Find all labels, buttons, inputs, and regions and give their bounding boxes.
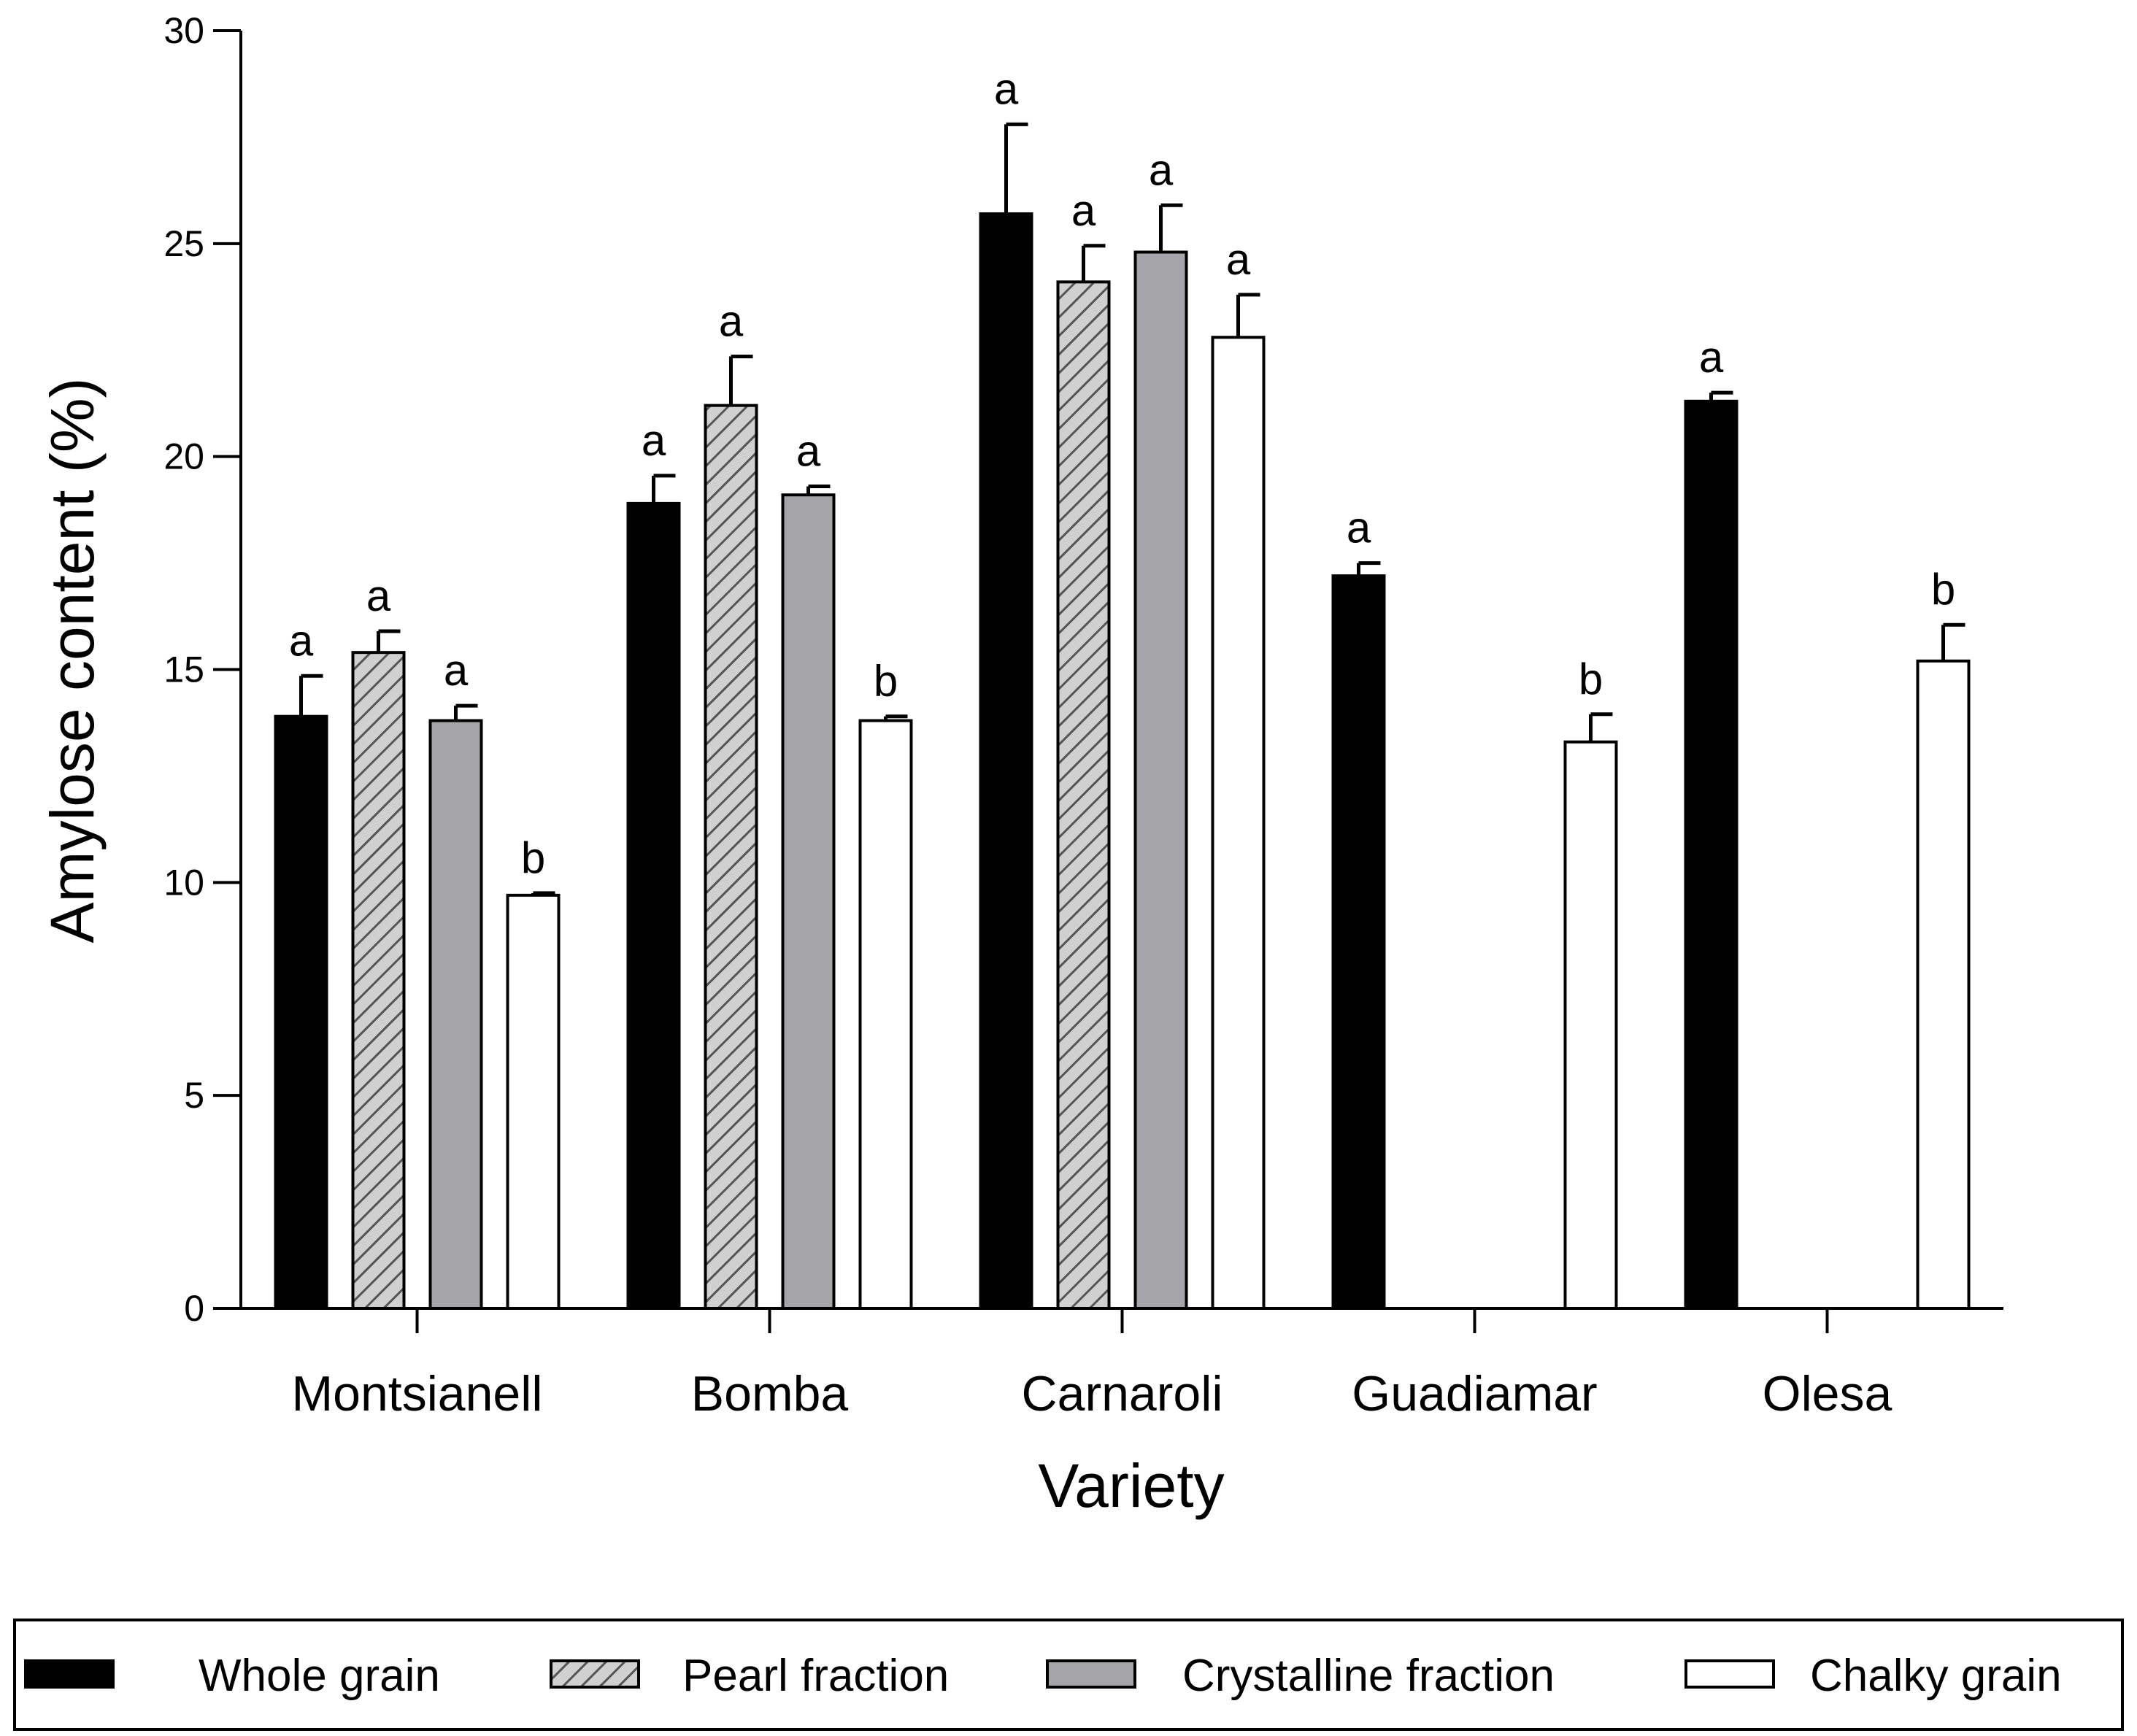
legend-swatch xyxy=(24,1659,115,1689)
bar xyxy=(1056,280,1111,1311)
bar xyxy=(1211,336,1266,1310)
legend-swatch xyxy=(1684,1659,1775,1689)
y-tick-label: 15 xyxy=(163,649,204,690)
bar xyxy=(1331,574,1386,1310)
significance-label: a xyxy=(1071,186,1096,235)
significance-label: a xyxy=(796,427,821,476)
legend-label: Pearl fraction xyxy=(682,1651,949,1701)
y-axis-title: Amylose content (%) xyxy=(38,378,107,944)
bar xyxy=(1133,250,1188,1310)
significance-label: a xyxy=(1347,504,1371,552)
significance-label: b xyxy=(1931,565,1955,614)
legend-label: Chalky grain xyxy=(1810,1651,2062,1701)
legend-label: Crystalline fraction xyxy=(1182,1651,1555,1701)
legend-swatch xyxy=(550,1659,640,1689)
bar xyxy=(858,719,913,1310)
legend-swatch xyxy=(1046,1659,1136,1689)
x-tick-label: Guadiamar xyxy=(1352,1366,1597,1421)
bar xyxy=(428,719,483,1310)
significance-label: b xyxy=(521,833,545,882)
bar xyxy=(1684,399,1739,1310)
bar xyxy=(1563,740,1618,1310)
y-tick-label: 20 xyxy=(163,436,204,477)
x-tick-label: Carnaroli xyxy=(1022,1366,1223,1421)
plot-area: 0 5 10 15 20 25 30 Montsianell a a a b Bomba a a a b Carn… xyxy=(163,10,2003,1421)
bar xyxy=(351,651,406,1310)
bar xyxy=(506,893,561,1311)
significance-label: a xyxy=(289,616,314,665)
y-tick-label: 0 xyxy=(184,1288,204,1329)
significance-label: a xyxy=(366,571,391,620)
x-tick-label: Olesa xyxy=(1763,1366,1893,1421)
y-tick-label: 5 xyxy=(184,1075,204,1116)
x-tick-label: Montsianell xyxy=(292,1366,543,1421)
bar xyxy=(626,501,681,1310)
x-tick-label: Bomba xyxy=(691,1366,849,1421)
significance-label: a xyxy=(642,416,666,465)
significance-label: a xyxy=(719,297,744,346)
bar xyxy=(704,404,758,1310)
significance-label: a xyxy=(994,64,1019,113)
bar xyxy=(781,493,836,1310)
legend: Whole grain Pearl fraction Crystalline fra… xyxy=(13,1619,2124,1731)
legend-label: Whole grain xyxy=(199,1651,440,1701)
y-tick-label: 25 xyxy=(163,223,204,264)
significance-label: a xyxy=(444,646,469,695)
y-tick-label: 10 xyxy=(163,862,204,903)
significance-label: a xyxy=(1226,235,1251,284)
y-tick-label: 30 xyxy=(163,10,204,51)
x-axis-title: Variety xyxy=(1038,1451,1224,1520)
bar xyxy=(274,714,328,1310)
significance-label: b xyxy=(874,657,898,706)
significance-label: a xyxy=(1699,333,1724,382)
significance-label: a xyxy=(1149,145,1174,194)
significance-label: b xyxy=(1579,655,1603,703)
bar xyxy=(1916,659,1971,1310)
bar xyxy=(979,212,1033,1310)
